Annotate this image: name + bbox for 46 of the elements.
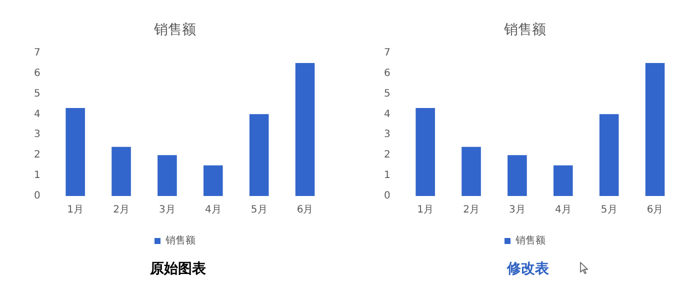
bar	[112, 146, 131, 196]
x-tick-label: 3月	[509, 204, 526, 216]
y-tick-label: 4	[34, 108, 40, 120]
chart-title: 销售额	[153, 22, 196, 38]
bar	[416, 108, 435, 196]
y-tick-label: 3	[384, 129, 390, 140]
bar	[204, 165, 223, 196]
legend-label: 销售额	[164, 234, 196, 247]
x-tick-label: 4月	[554, 204, 572, 216]
x-tick-label: 5月	[250, 204, 268, 216]
y-tick-label: 0	[34, 190, 40, 202]
bar	[508, 155, 527, 196]
y-tick-label: 5	[34, 88, 40, 100]
y-tick-label: 1	[34, 170, 40, 182]
y-tick-label: 6	[34, 68, 40, 79]
x-tick-label: 5月	[600, 204, 618, 216]
text: 修改表	[506, 260, 550, 278]
x-tick-label: 2月	[463, 204, 480, 216]
bar	[249, 114, 269, 196]
y-tick-label: 1	[384, 170, 390, 182]
y-tick-label: 2	[34, 150, 40, 161]
bar	[295, 63, 315, 196]
x-tick-label: 4月	[204, 204, 222, 216]
bar	[158, 155, 177, 196]
x-tick-label: 6月	[296, 204, 314, 216]
y-tick-label: 4	[384, 108, 390, 120]
x-tick-label: 3月	[159, 204, 176, 216]
x-tick-label: 1月	[67, 204, 84, 216]
bar	[462, 146, 481, 196]
y-tick-label: 5	[384, 88, 390, 100]
bar	[599, 114, 619, 196]
x-tick-label: 6月	[646, 204, 664, 216]
bar	[66, 108, 85, 196]
y-tick-label: 0	[384, 190, 390, 202]
y-tick-label: 2	[384, 150, 390, 161]
x-tick-label: 2月	[113, 204, 130, 216]
y-tick-label: 6	[384, 68, 390, 79]
legend-label: 销售额	[514, 234, 546, 247]
y-tick-label: 7	[34, 47, 40, 58]
chart-title: 销售额	[503, 22, 546, 38]
text: 原始图表	[148, 260, 207, 278]
y-tick-label: 3	[34, 129, 40, 140]
x-tick-label: 1月	[417, 204, 434, 216]
y-tick-label: 7	[384, 47, 390, 58]
bar	[554, 165, 573, 196]
bar	[645, 63, 665, 196]
